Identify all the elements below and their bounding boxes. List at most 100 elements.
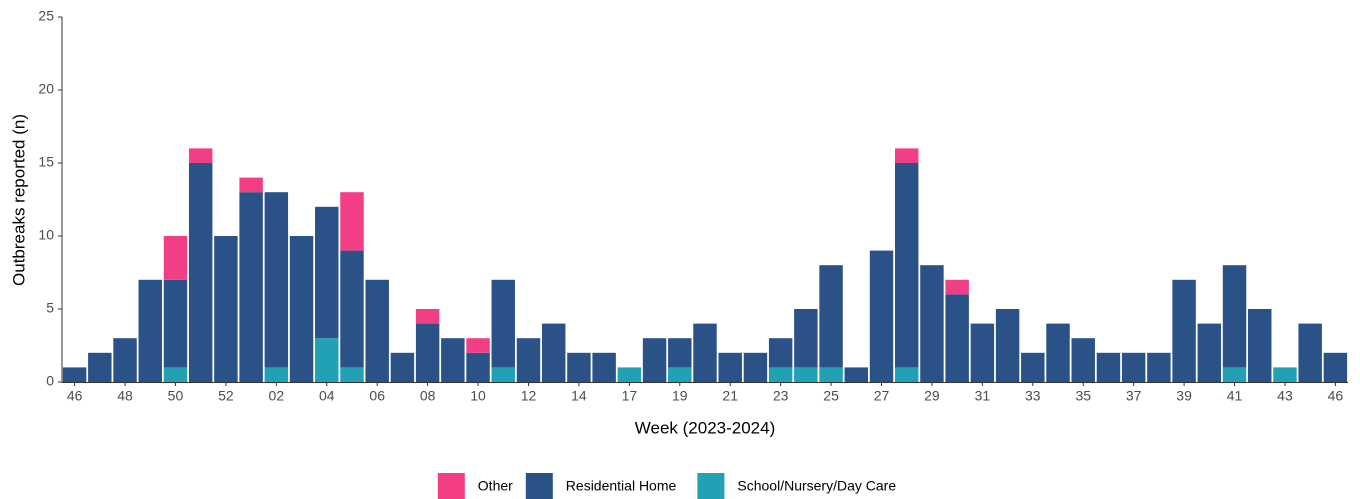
legend-text: School/Nursery/Day Care bbox=[737, 478, 896, 494]
y-tick-label: 15 bbox=[38, 154, 54, 170]
bar-segment bbox=[768, 367, 793, 382]
bar-segment bbox=[441, 338, 465, 382]
bar-segment bbox=[239, 177, 263, 193]
x-tick-label: 14 bbox=[571, 388, 587, 404]
bar-segment bbox=[365, 279, 389, 382]
x-tick-label: 33 bbox=[1025, 388, 1041, 404]
bar-segment bbox=[214, 236, 238, 382]
bar-segment bbox=[844, 367, 869, 382]
bar-segment bbox=[138, 279, 162, 382]
x-tick-label: 27 bbox=[874, 388, 890, 404]
x-tick-label: 43 bbox=[1277, 388, 1293, 404]
legend-text: Residential Home bbox=[566, 478, 677, 494]
x-tick-label: 46 bbox=[67, 388, 83, 404]
bar-segment bbox=[592, 352, 616, 382]
bar-segment bbox=[895, 163, 919, 368]
bar-segment bbox=[163, 236, 188, 280]
x-tick-label: 21 bbox=[722, 388, 738, 404]
bar-segment bbox=[62, 367, 87, 382]
bar-segment bbox=[1147, 352, 1171, 382]
bar-segment bbox=[239, 192, 263, 382]
bar-segment bbox=[1121, 352, 1146, 382]
x-tick-label: 48 bbox=[117, 388, 133, 404]
bar-segment bbox=[491, 279, 515, 368]
x-tick-label: 39 bbox=[1176, 388, 1192, 404]
bar-segment bbox=[668, 367, 692, 382]
bar-segment bbox=[340, 367, 364, 382]
bar-segment bbox=[1071, 338, 1095, 382]
bar-segment bbox=[1046, 323, 1070, 382]
bar-segment bbox=[1096, 352, 1121, 382]
x-axis-title: Week (2023-2024) bbox=[635, 418, 776, 437]
x-tick-label: 31 bbox=[975, 388, 991, 404]
x-tick-label: 29 bbox=[924, 388, 940, 404]
x-tick-label: 02 bbox=[269, 388, 285, 404]
bar-segment bbox=[415, 309, 440, 324]
bar-segment bbox=[113, 338, 137, 382]
bar-segment bbox=[466, 352, 490, 382]
bar-segment bbox=[794, 309, 818, 368]
bar-segment bbox=[718, 352, 742, 382]
bar-segment bbox=[869, 250, 894, 382]
bar-segment bbox=[970, 323, 995, 382]
bar-segment bbox=[390, 352, 415, 382]
bar-segment bbox=[264, 192, 289, 368]
bar-segment bbox=[188, 148, 213, 163]
bar-segment bbox=[642, 338, 667, 382]
x-tick-label: 37 bbox=[1126, 388, 1142, 404]
x-tick-label: 23 bbox=[773, 388, 789, 404]
y-axis-title: Outbreaks reported (n) bbox=[9, 114, 28, 286]
bar-segment bbox=[617, 367, 642, 382]
bar-segment bbox=[995, 309, 1020, 382]
bar-segment bbox=[895, 367, 919, 382]
x-tick-label: 25 bbox=[823, 388, 839, 404]
bar-segment bbox=[1021, 352, 1045, 382]
bar-segment bbox=[188, 163, 213, 382]
bar-segment bbox=[945, 294, 969, 382]
legend-text: Other bbox=[478, 478, 513, 494]
bar-segment bbox=[315, 206, 339, 339]
bar-segment bbox=[1273, 367, 1297, 382]
bar-segment bbox=[541, 323, 566, 382]
legend-swatch bbox=[437, 473, 465, 499]
bar-segment bbox=[768, 338, 793, 368]
bar-segment bbox=[1197, 323, 1222, 382]
bar-segment bbox=[945, 279, 969, 295]
y-tick-label: 0 bbox=[46, 373, 54, 389]
bar-segment bbox=[1323, 352, 1348, 382]
bar-segment bbox=[1248, 309, 1272, 382]
bar-segment bbox=[668, 338, 692, 368]
bar-segment bbox=[794, 367, 818, 382]
x-tick-label: 46 bbox=[1328, 388, 1344, 404]
x-tick-label: 35 bbox=[1075, 388, 1091, 404]
y-tick-label: 20 bbox=[38, 81, 54, 97]
bar-segment bbox=[264, 367, 289, 382]
y-tick-label: 25 bbox=[38, 8, 54, 24]
bar-segment bbox=[819, 367, 843, 382]
bar-segment bbox=[1172, 279, 1196, 382]
x-tick-label: 17 bbox=[622, 388, 638, 404]
y-tick-label: 10 bbox=[38, 227, 54, 243]
bar-segment bbox=[315, 338, 339, 382]
bar-segment bbox=[1222, 367, 1247, 382]
bar-segment bbox=[1298, 323, 1322, 382]
x-tick-label: 52 bbox=[218, 388, 234, 404]
bar-segment bbox=[491, 367, 515, 382]
x-tick-label: 50 bbox=[168, 388, 184, 404]
x-tick-label: 10 bbox=[470, 388, 486, 404]
x-tick-label: 41 bbox=[1227, 388, 1243, 404]
x-tick-label: 08 bbox=[420, 388, 436, 404]
bar-segment bbox=[516, 338, 541, 382]
x-tick-label: 06 bbox=[369, 388, 385, 404]
bar-segment bbox=[340, 250, 364, 368]
bar-segment bbox=[415, 323, 440, 382]
bar-segment bbox=[1222, 265, 1247, 368]
bar-segment bbox=[743, 352, 768, 382]
y-tick-label: 5 bbox=[46, 300, 54, 316]
bar-segment bbox=[163, 279, 188, 368]
legend-swatch bbox=[697, 473, 725, 499]
bar-segment bbox=[895, 148, 919, 163]
bar-segment bbox=[88, 352, 112, 382]
